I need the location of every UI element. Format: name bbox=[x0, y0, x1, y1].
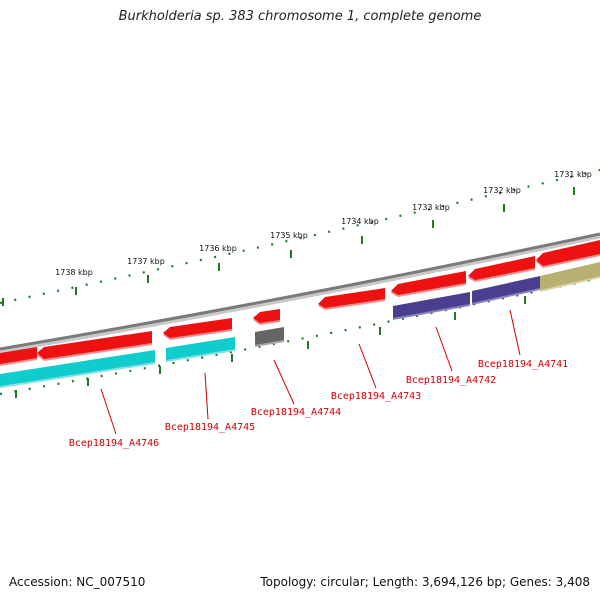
leader-line bbox=[273, 359, 295, 405]
map-title: Burkholderia sp. 383 chromosome 1, compl… bbox=[118, 9, 482, 24]
gene-block-reverse-grey bbox=[255, 327, 284, 347]
gene-block-reverse-cyan bbox=[166, 337, 235, 362]
gene-arrow-forward bbox=[318, 288, 385, 310]
scale-label: 1733 kbp bbox=[412, 203, 450, 212]
gene-arrow-forward bbox=[163, 318, 232, 340]
gene-arrow-forward bbox=[0, 347, 37, 366]
inner-major-ticks bbox=[15, 296, 526, 398]
gene-block-reverse-purple bbox=[472, 276, 540, 305]
leader-line bbox=[204, 372, 209, 420]
gene-arrow-forward bbox=[468, 256, 535, 282]
gene-label: Bcep18194_A4745 bbox=[165, 422, 255, 433]
scale-label: 1734 kbp bbox=[341, 217, 379, 226]
scale-label: 1735 kbp bbox=[270, 231, 308, 240]
scale-label: 1736 kbp bbox=[199, 244, 237, 253]
outer-major-ticks bbox=[2, 187, 575, 306]
gene-block-reverse-cyan bbox=[0, 350, 155, 388]
scale-label: 1738 kbp bbox=[55, 268, 93, 277]
gene-block-reverse-olive bbox=[540, 262, 600, 292]
backbone-ring-shadow bbox=[0, 233, 600, 354]
leader-line bbox=[435, 326, 453, 372]
scale-label: 1731 kbp bbox=[554, 170, 592, 179]
topology-text: Topology: circular; Length: 3,694,126 bp… bbox=[260, 575, 590, 589]
gene-label: Bcep18194_A4741 bbox=[478, 359, 568, 370]
leader-line bbox=[100, 388, 117, 435]
gene-label: Bcep18194_A4742 bbox=[406, 375, 496, 386]
gene-block-reverse-purple bbox=[393, 292, 470, 320]
reverse-strand-genes bbox=[0, 262, 600, 388]
gene-arrow-forward bbox=[391, 271, 466, 297]
gene-arrow-forward bbox=[37, 331, 152, 361]
outer-scale-ring bbox=[0, 168, 600, 305]
accession-text: Accession: NC_007510 bbox=[9, 575, 146, 589]
gene-label: Bcep18194_A4744 bbox=[251, 407, 341, 418]
scale-label: 1732 kbp bbox=[483, 186, 521, 195]
gene-label: Bcep18194_A4743 bbox=[331, 391, 421, 402]
gene-arrow-forward bbox=[536, 240, 600, 268]
leader-line bbox=[358, 343, 377, 389]
leader-line bbox=[509, 309, 521, 356]
backbone-ring bbox=[0, 232, 600, 351]
scale-label: 1737 kbp bbox=[127, 257, 165, 266]
gene-label: Bcep18194_A4746 bbox=[69, 438, 159, 449]
label-leaders bbox=[100, 309, 521, 435]
gene-arrow-forward bbox=[253, 309, 280, 325]
forward-strand-genes bbox=[0, 240, 600, 366]
